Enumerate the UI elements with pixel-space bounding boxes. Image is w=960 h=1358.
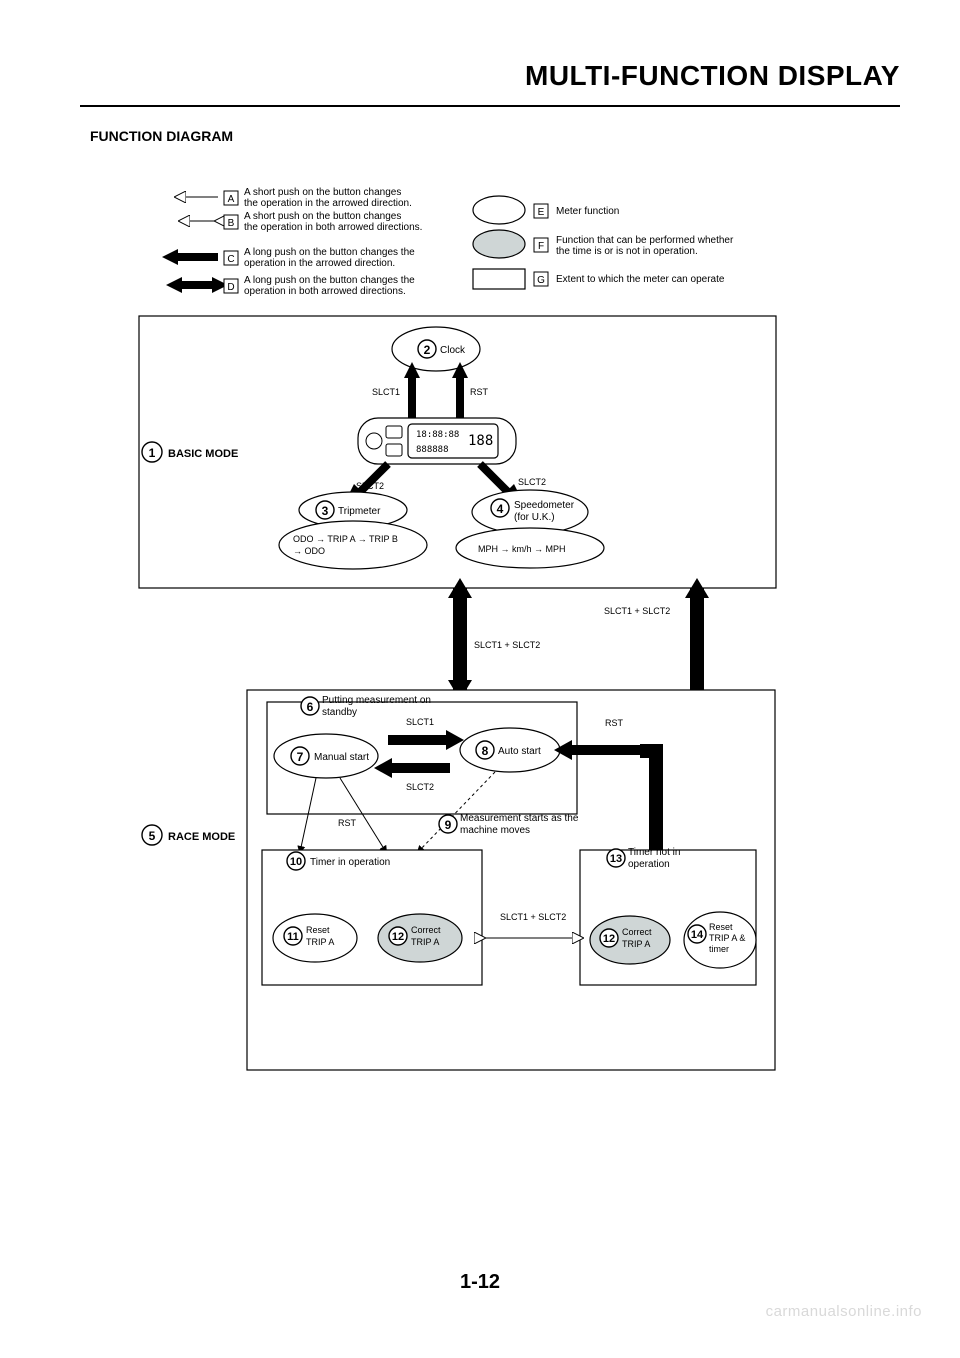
legend-c: C A long push on the button changes the … (162, 247, 415, 269)
svg-text:TRIP A: TRIP A (306, 937, 334, 947)
svg-text:D: D (227, 282, 234, 293)
svg-text:Correct: Correct (622, 927, 652, 937)
svg-text:SLCT1 + SLCT2: SLCT1 + SLCT2 (500, 912, 566, 922)
svg-text:ODO → TRIP A → TRIP B: ODO → TRIP A → TRIP B (293, 534, 398, 544)
svg-text:18:88:88: 18:88:88 (416, 430, 459, 440)
svg-text:Reset: Reset (709, 922, 733, 932)
svg-text:Extent to which the meter can: Extent to which the meter can operate (556, 274, 725, 285)
svg-text:Clock: Clock (440, 345, 466, 356)
svg-text:Manual start: Manual start (314, 752, 369, 763)
svg-text:B: B (228, 218, 235, 229)
svg-text:SLCT1 + SLCT2: SLCT1 + SLCT2 (604, 606, 670, 616)
legend-f: F Function that can be performed whether… (473, 230, 734, 258)
svg-text:Measurement starts as the: Measurement starts as the (460, 813, 579, 824)
display-unit: 18:88:88 888888 188 (358, 418, 516, 464)
svg-text:A long push on the button chan: A long push on the button changes the (244, 275, 415, 286)
svg-text:BASIC MODE: BASIC MODE (168, 448, 238, 460)
svg-text:TRIP A: TRIP A (411, 937, 439, 947)
svg-text:Timer in operation: Timer in operation (310, 857, 390, 868)
svg-text:SLCT1: SLCT1 (406, 717, 434, 727)
svg-text:Speedometer: Speedometer (514, 500, 575, 511)
svg-text:9: 9 (445, 818, 452, 832)
svg-text:A short push on the button cha: A short push on the button changes (244, 211, 401, 222)
svg-text:7: 7 (297, 750, 304, 764)
svg-text:SLCT2: SLCT2 (406, 782, 434, 792)
svg-text:TRIP A: TRIP A (622, 939, 650, 949)
svg-text:SLCT2: SLCT2 (356, 481, 384, 491)
svg-text:operation in the arrowed direc: operation in the arrowed direction. (244, 258, 395, 269)
svg-text:E: E (538, 207, 545, 218)
svg-text:SLCT1: SLCT1 (372, 387, 400, 397)
svg-text:RST: RST (338, 818, 357, 828)
svg-text:the operation in both arrowed: the operation in both arrowed directions… (244, 222, 422, 233)
svg-text:the operation in the arrowed d: the operation in the arrowed direction. (244, 198, 412, 209)
svg-text:TRIP A &: TRIP A & (709, 933, 745, 943)
svg-text:F: F (538, 241, 544, 252)
svg-text:888888: 888888 (416, 445, 449, 455)
svg-text:11: 11 (287, 931, 299, 943)
svg-text:RST: RST (470, 387, 489, 397)
svg-text:standby: standby (322, 707, 357, 718)
svg-text:13: 13 (610, 853, 622, 865)
svg-text:RST: RST (605, 718, 624, 728)
svg-text:14: 14 (691, 929, 704, 941)
svg-text:RACE MODE: RACE MODE (168, 831, 235, 843)
legend-b: B A short push on the button changes the… (182, 211, 422, 233)
svg-text:G: G (537, 275, 545, 286)
svg-text:SLCT2: SLCT2 (518, 477, 546, 487)
svg-text:A: A (228, 194, 235, 205)
svg-text:2: 2 (424, 343, 431, 357)
svg-text:10: 10 (290, 856, 302, 868)
svg-text:3: 3 (322, 504, 329, 518)
svg-text:5: 5 (149, 829, 156, 843)
diagram: A A short push on the button changes the… (0, 0, 960, 1358)
svg-text:Auto start: Auto start (498, 746, 541, 757)
svg-text:machine moves: machine moves (460, 825, 530, 836)
svg-text:MPH → km/h → MPH: MPH → km/h → MPH (478, 544, 566, 554)
svg-text:Correct: Correct (411, 925, 441, 935)
svg-text:C: C (227, 254, 234, 265)
mode-5: 5 RACE MODE (142, 825, 235, 845)
svg-text:1: 1 (149, 446, 156, 460)
legend-g: G Extent to which the meter can operate (473, 269, 725, 289)
svg-text:Reset: Reset (306, 925, 330, 935)
legend-a: A A short push on the button changes the… (178, 187, 412, 209)
svg-text:8: 8 (482, 744, 489, 758)
svg-text:Function that can be performed: Function that can be performed whether (556, 235, 734, 246)
svg-text:timer: timer (709, 944, 729, 954)
legend-e: E Meter function (473, 196, 619, 224)
svg-text:Tripmeter: Tripmeter (338, 506, 381, 517)
svg-text:12: 12 (392, 931, 404, 943)
svg-text:Putting measurement on: Putting measurement on (322, 695, 431, 706)
svg-text:(for U.K.): (for U.K.) (514, 512, 555, 523)
svg-text:→ ODO: → ODO (293, 546, 325, 556)
svg-text:6: 6 (307, 700, 314, 714)
svg-text:operation in both arrowed dire: operation in both arrowed directions. (244, 286, 406, 297)
svg-text:4: 4 (497, 502, 504, 516)
svg-text:A short push on the button cha: A short push on the button changes (244, 187, 401, 198)
svg-text:12: 12 (603, 933, 615, 945)
svg-text:operation: operation (628, 859, 670, 870)
legend-d: D A long push on the button changes the … (166, 275, 415, 297)
svg-text:SLCT1 + SLCT2: SLCT1 + SLCT2 (474, 640, 540, 650)
svg-text:Meter function: Meter function (556, 206, 619, 217)
svg-text:the time is or is not in opera: the time is or is not in operation. (556, 246, 698, 257)
svg-text:A long push on the button chan: A long push on the button changes the (244, 247, 415, 258)
svg-text:188: 188 (468, 433, 493, 449)
